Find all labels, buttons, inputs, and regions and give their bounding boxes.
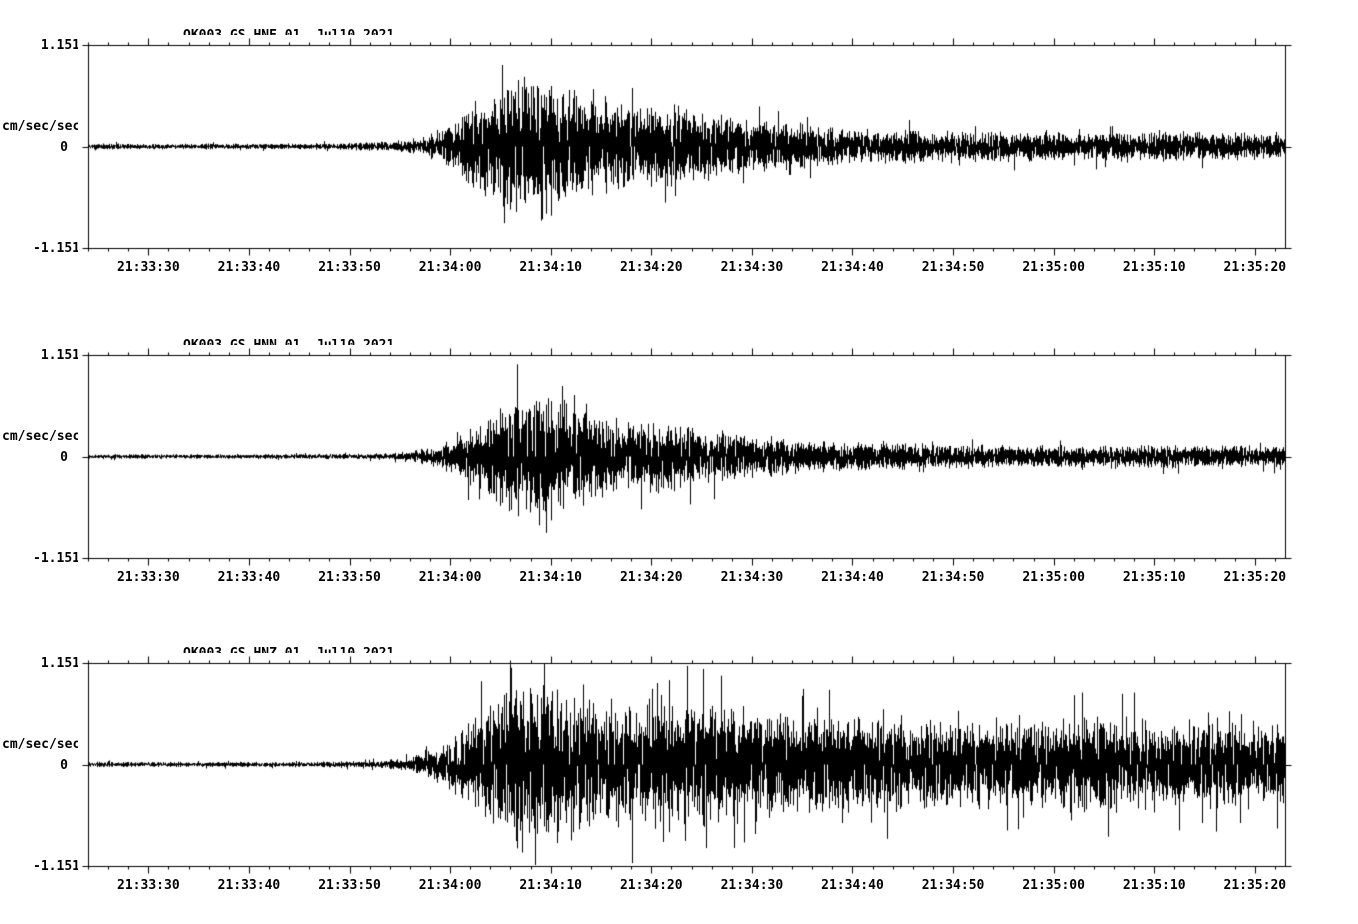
x-axis-tick-label: 21:35:00 [1022, 570, 1085, 585]
x-axis-tick-label: 21:34:20 [619, 878, 683, 893]
x-axis-tick-label: 21:33:50 [318, 570, 381, 585]
x-axis-tick-label: 21:35:10 [1122, 570, 1186, 585]
x-axis-tick-label: 21:34:10 [519, 570, 583, 585]
y-axis-zero-label: 0 [60, 758, 68, 773]
x-axis-tick-label: 21:33:30 [117, 260, 180, 275]
y-axis-max-label: 1.151 [40, 656, 80, 671]
y-axis-units-label: cm/sec/sec [2, 119, 81, 134]
x-axis-tick-label: 21:35:00 [1022, 878, 1085, 893]
y-axis-zero-label: 0 [60, 140, 68, 155]
y-axis-max-label: 1.151 [40, 348, 80, 363]
x-axis-tick-label: 21:34:40 [821, 260, 884, 275]
x-axis-tick-label: 21:33:50 [318, 260, 381, 275]
trace-canvas [78, 35, 1295, 258]
x-axis-tick-label: 21:34:30 [720, 570, 784, 585]
x-axis-tick-label: 21:33:30 [117, 878, 180, 893]
x-axis-tick-label: 21:33:30 [117, 570, 180, 585]
x-axis-tick-label: 21:35:20 [1223, 260, 1287, 275]
x-axis-tick-label: 21:34:20 [619, 570, 683, 585]
y-axis-min-label: -1.151 [33, 241, 80, 256]
y-axis-min-label: -1.151 [33, 551, 80, 566]
x-axis-tick-label: 21:33:40 [217, 570, 281, 585]
x-axis-tick-label: 21:35:20 [1223, 878, 1287, 893]
trace-canvas [78, 345, 1295, 568]
x-axis-tick-label: 21:34:50 [921, 570, 985, 585]
x-axis-tick-label: 21:34:00 [418, 570, 482, 585]
x-axis-tick-label: 21:35:20 [1223, 570, 1287, 585]
x-axis-tick-label: 21:34:00 [418, 878, 482, 893]
x-axis-tick-label: 21:34:50 [921, 878, 985, 893]
x-axis-tick-label: 21:34:30 [720, 260, 784, 275]
x-axis-tick-label: 21:34:40 [821, 570, 884, 585]
x-axis-tick-label: 21:33:40 [217, 260, 281, 275]
x-axis-tick-label: 21:34:10 [519, 260, 583, 275]
trace-canvas [78, 653, 1295, 876]
x-axis-tick-label: 21:35:00 [1022, 260, 1085, 275]
y-axis-min-label: -1.151 [33, 859, 80, 874]
x-axis-tick-label: 21:35:10 [1122, 878, 1186, 893]
x-axis-tick-label: 21:34:00 [418, 260, 482, 275]
x-axis-tick-label: 21:35:10 [1122, 260, 1186, 275]
x-axis-tick-label: 21:34:50 [921, 260, 985, 275]
y-axis-units-label: cm/sec/sec [2, 737, 81, 752]
y-axis-max-label: 1.151 [40, 38, 80, 53]
y-axis-units-label: cm/sec/sec [2, 429, 81, 444]
x-axis-tick-label: 21:34:10 [519, 878, 583, 893]
x-axis-tick-label: 21:33:50 [318, 878, 381, 893]
x-axis-tick-label: 21:34:40 [821, 878, 884, 893]
x-axis-tick-label: 21:33:40 [217, 878, 281, 893]
x-axis-tick-label: 21:34:20 [619, 260, 683, 275]
x-axis-tick-label: 21:34:30 [720, 878, 784, 893]
y-axis-zero-label: 0 [60, 450, 68, 465]
